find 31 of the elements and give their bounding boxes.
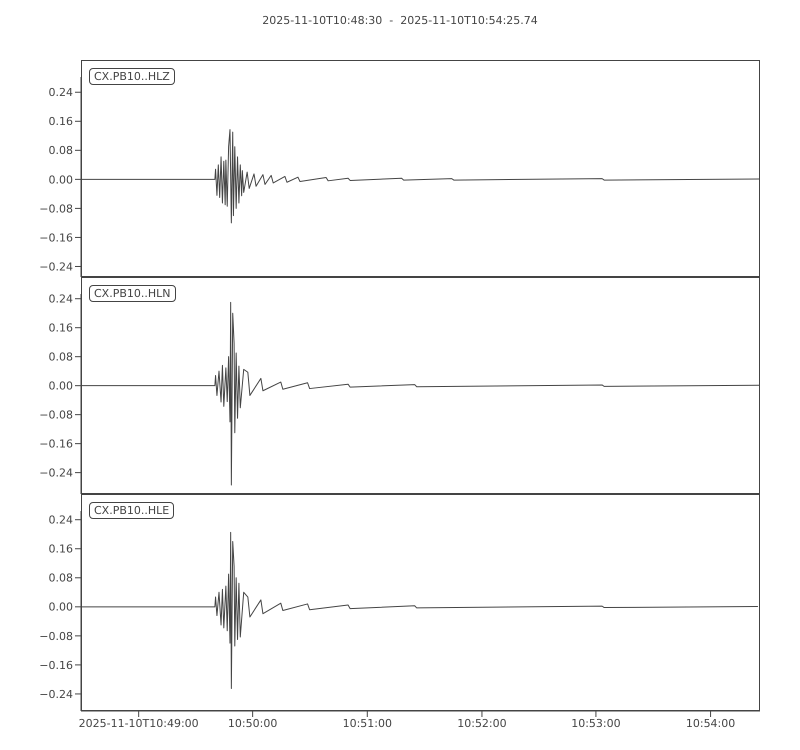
y-tick-label: 0.16	[48, 115, 73, 128]
text: CX.PB10..HLZ	[89, 68, 175, 85]
text: CX.PB10..HLE	[89, 502, 174, 519]
x-tick-label: 10:53:00	[571, 716, 621, 730]
y-tick-label: −0.08	[39, 408, 73, 422]
y-tick-label: −0.16	[39, 658, 73, 672]
y-tick-label: −0.08	[39, 630, 73, 643]
y-tick-label: −0.16	[39, 438, 73, 451]
x-tick-label: 2025-11-10T10:49:00	[78, 716, 199, 730]
y-tick-label: 0.08	[48, 144, 73, 158]
y-tick-label: −0.24	[39, 688, 73, 701]
y-tick-label: −0.24	[39, 260, 73, 274]
y-tick-label: 0.16	[48, 542, 73, 556]
y-tick-label: 0.00	[48, 173, 73, 186]
chart-title: 2025-11-10T10:48:30 - 2025-11-10T10:54:25.74	[261, 13, 539, 29]
x-tick-label: 10:52:00	[457, 716, 507, 730]
y-tick-label: 0.00	[48, 600, 73, 614]
x-tick-label: 10:50:00	[228, 716, 278, 730]
x-tick-label: 10:54:00	[686, 716, 736, 730]
y-tick-label: 0.24	[48, 86, 73, 100]
x-tick-label: 10:51:00	[342, 716, 392, 730]
y-tick-label: −0.08	[39, 202, 73, 216]
y-tick-label: −0.16	[39, 231, 73, 244]
y-tick-label: 0.00	[48, 380, 73, 393]
y-tick-label: 0.08	[48, 350, 73, 364]
y-tick-label: 0.16	[48, 322, 73, 335]
y-tick-label: 0.08	[48, 572, 73, 585]
text: CX.PB10..HLN	[89, 285, 176, 302]
y-tick-label: 0.24	[48, 514, 73, 527]
y-tick-label: 0.24	[48, 292, 73, 306]
y-tick-label: −0.24	[39, 466, 73, 480]
